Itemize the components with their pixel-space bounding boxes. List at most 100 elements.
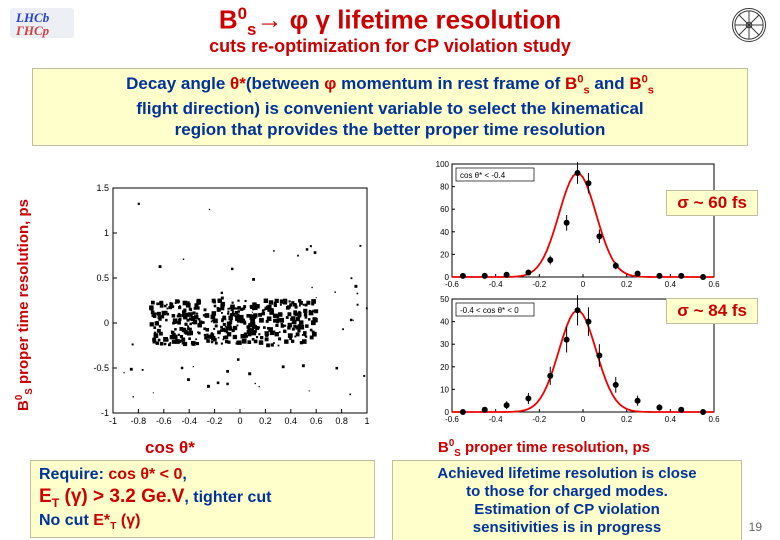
t: cos (145, 438, 179, 457)
scatter-ylabel: B0S proper time resolution, ps (14, 180, 35, 430)
slide-title: B0s→ φ γ lifetime resolution (0, 4, 780, 40)
title-gamma: γ (316, 5, 330, 35)
svg-text:0: 0 (445, 273, 450, 282)
t: and (590, 74, 630, 93)
explanation-box: Decay angle θ*(between φ momentum in res… (32, 68, 748, 146)
svg-text:0.2: 0.2 (621, 415, 633, 424)
t: 0 (14, 395, 25, 400)
t: momentum in rest frame of (336, 74, 565, 93)
svg-text:30: 30 (440, 340, 449, 349)
t: σ ~ (677, 193, 708, 212)
svg-text:20: 20 (440, 250, 449, 259)
svg-text:10: 10 (440, 385, 449, 394)
page-number: 19 (749, 520, 762, 534)
t: No cut (39, 512, 93, 529)
t: Estimation of CP violation (474, 501, 660, 518)
t: Achieved lifetime resolution is close (437, 465, 696, 482)
require-box: Require: cos θ* < 0, ET (γ) > 3.2 Ge.V, … (30, 460, 375, 538)
svg-text:60: 60 (440, 205, 449, 214)
t: proper time resolution, ps (461, 439, 650, 456)
title-phi: φ (290, 5, 309, 35)
svg-text:-0.4: -0.4 (489, 280, 503, 289)
svg-text:100: 100 (436, 160, 450, 169)
svg-text:0: 0 (237, 416, 242, 426)
svg-text:20: 20 (440, 363, 449, 372)
title-rest: lifetime resolution (330, 5, 561, 35)
t: E (39, 486, 52, 507)
svg-text:1.5: 1.5 (96, 183, 109, 193)
topbox-text: Decay angle (126, 74, 230, 93)
svg-text:0.8: 0.8 (335, 416, 348, 426)
svg-text:0.6: 0.6 (310, 416, 323, 426)
svg-text:-0.2: -0.2 (207, 416, 223, 426)
t: sensitivities is in progress (473, 519, 661, 536)
svg-text:0.2: 0.2 (621, 280, 633, 289)
t: θ* (179, 438, 195, 457)
t: B (565, 74, 577, 93)
t: θ* (140, 466, 155, 483)
svg-text:0: 0 (445, 408, 450, 417)
t: B (438, 439, 449, 456)
title-b: B (219, 5, 238, 35)
slide-subtitle: cuts re-optimization for CP violation st… (0, 36, 780, 57)
t: cos (108, 466, 140, 483)
t: < (155, 466, 173, 483)
title-arrow: → (256, 5, 282, 35)
svg-text:1: 1 (364, 416, 369, 426)
t: flight direction) is convenient variable… (136, 99, 643, 118)
svg-text:0.2: 0.2 (259, 416, 272, 426)
svg-text:0.4: 0.4 (665, 415, 677, 424)
svg-text:80: 80 (440, 183, 449, 192)
t: , (182, 466, 186, 483)
svg-text:-0.6: -0.6 (156, 416, 172, 426)
title-sup0: 0 (238, 4, 247, 23)
t: σ ~ (677, 301, 708, 320)
t: Require: (39, 466, 108, 483)
t: proper time resolution, ps (15, 199, 32, 388)
svg-text:40: 40 (440, 228, 449, 237)
result-box: Achieved lifetime resolution is close to… (392, 460, 742, 540)
svg-text:0.5: 0.5 (96, 273, 109, 283)
t: 60 fs (708, 193, 747, 212)
svg-text:-1: -1 (109, 416, 117, 426)
svg-text:-0.2: -0.2 (532, 280, 546, 289)
svg-text:1: 1 (104, 228, 109, 238)
svg-text:-0.8: -0.8 (131, 416, 147, 426)
t: S (24, 388, 35, 395)
svg-text:0: 0 (581, 415, 586, 424)
t: s (648, 84, 654, 96)
t: 84 fs (708, 301, 747, 320)
svg-text:0.6: 0.6 (708, 415, 720, 424)
sigma-bot-box: σ ~ 84 fs (666, 298, 758, 324)
t: (between (246, 74, 324, 93)
t: to those for charged modes. (466, 483, 668, 500)
t: tighter cut (193, 489, 271, 506)
t: (γ) > (59, 486, 109, 507)
svg-text:-1: -1 (101, 408, 109, 418)
svg-text:0.6: 0.6 (708, 280, 720, 289)
svg-text:0.4: 0.4 (665, 280, 677, 289)
scatter-chart: -1 -0.8 -0.6 -0.4 -0.2 0 0.2 0.4 0.6 0.8 1 -1 -0.5 0 0… (75, 180, 375, 435)
t: B (629, 74, 641, 93)
svg-text:0: 0 (581, 280, 586, 289)
svg-text:50: 50 (440, 295, 449, 304)
svg-text:-0.2: -0.2 (532, 415, 546, 424)
t: region that provides the better proper t… (175, 120, 606, 139)
svg-text:0: 0 (104, 318, 109, 328)
svg-text:-0.4: -0.4 (489, 415, 503, 424)
svg-text:-0.4: -0.4 (181, 416, 197, 426)
hist-xlabel: B0S proper time resolution, ps (438, 438, 650, 459)
topbox-phi: φ (324, 74, 336, 93)
t: E* (93, 512, 110, 529)
t: (γ) (116, 512, 140, 529)
t: B (15, 400, 32, 411)
svg-text:0.4: 0.4 (285, 416, 298, 426)
svg-text:cos θ* < -0.4: cos θ* < -0.4 (460, 171, 506, 180)
t: 3.2 Ge.V (109, 486, 184, 507)
svg-text:-0.5: -0.5 (93, 363, 109, 373)
svg-text:-0.4 < cos θ* < 0: -0.4 < cos θ* < 0 (460, 306, 519, 315)
topbox-theta: θ* (230, 74, 246, 93)
svg-text:40: 40 (440, 318, 449, 327)
t: , (184, 489, 193, 506)
sigma-top-box: σ ~ 60 fs (666, 190, 758, 216)
